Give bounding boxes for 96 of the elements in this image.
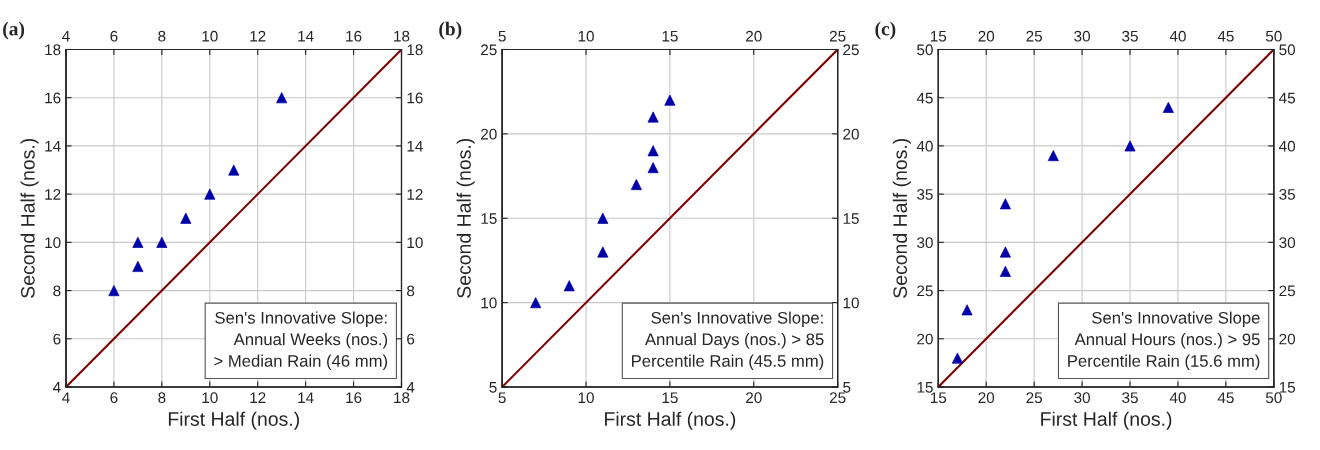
x2-tick-label: 6: [110, 30, 118, 42]
y-tick-label: 12: [45, 189, 61, 200]
y-tick-label: 40: [916, 140, 933, 152]
y2-tick-label: 15: [843, 213, 859, 224]
y2-tick-label: 30: [1279, 237, 1296, 249]
y2-tick-label: 45: [1279, 92, 1296, 104]
y2-tick-label: 12: [407, 189, 423, 200]
x2-tick-label: 40: [1169, 30, 1186, 42]
y2-tick-label: 35: [1279, 189, 1296, 200]
x2-tick-label: 15: [930, 30, 947, 42]
y2-tick-label: 18: [407, 44, 423, 56]
x-tick-label: 8: [158, 392, 166, 404]
y2-tick-label: 20: [1279, 333, 1296, 345]
x-tick-label: 10: [578, 392, 594, 404]
x2-tick-label: 12: [250, 30, 266, 42]
y-tick-label: 6: [53, 333, 61, 345]
y2-tick-label: 15: [1279, 382, 1296, 393]
y-tick-label: 20: [917, 333, 933, 345]
chart-title: (a): [3, 21, 25, 40]
x2-tick-label: 10: [578, 30, 594, 42]
x-tick-label: 16: [346, 392, 362, 404]
x2-tick-label: 4: [62, 30, 70, 42]
x-axis-title: First Half (nos.): [1041, 411, 1172, 430]
y-tick-label: 25: [917, 285, 933, 297]
x2-tick-label: 30: [1074, 30, 1090, 42]
y-tick-label: 16: [45, 92, 61, 104]
x2-tick-label: 14: [298, 30, 314, 42]
x-tick-label: 12: [250, 392, 266, 403]
x-tick-label: 18: [394, 392, 410, 404]
y2-tick-label: 14: [407, 140, 423, 152]
x-tick-label: 14: [298, 392, 314, 403]
x-axis-title: First Half (nos.): [605, 411, 736, 430]
x2-tick-label: 25: [1026, 30, 1043, 42]
x2-tick-label: 18: [394, 30, 410, 42]
x-tick-label: 20: [978, 392, 995, 404]
y2-tick-label: 40: [1279, 140, 1296, 152]
y-tick-label: 35: [917, 189, 933, 200]
y-tick-label: 4: [52, 382, 61, 393]
annotation: Sen's Innovative Slope: Annual Weeks (nos.) > Median Rain (46 mm): [214, 311, 388, 371]
y2-tick-label: 10: [407, 237, 423, 249]
x2-tick-label: 16: [346, 30, 362, 42]
y2-tick-label: 5: [843, 382, 851, 393]
x-tick-label: 35: [1122, 392, 1138, 404]
x-tick-label: 4: [62, 392, 70, 403]
y2-tick-label: 8: [407, 285, 415, 297]
chart-title: (c): [875, 21, 896, 40]
y-tick-label: 10: [481, 297, 497, 309]
x-tick-label: 5: [498, 392, 506, 404]
x2-tick-label: 20: [746, 30, 762, 42]
x2-tick-label: 45: [1217, 30, 1234, 42]
x-tick-label: 45: [1217, 392, 1234, 404]
x2-tick-label: 35: [1122, 30, 1138, 42]
y-tick-label: 25: [481, 44, 497, 56]
x-tick-label: 25: [829, 392, 846, 404]
x-axis-title: First Half (nos.): [168, 411, 299, 430]
x-tick-label: 50: [1265, 392, 1282, 404]
chart-title: (b): [439, 21, 462, 40]
y2-tick-label: 25: [1279, 285, 1296, 297]
x2-tick-label: 50: [1265, 30, 1282, 42]
x2-tick-label: 20: [978, 30, 995, 42]
y-tick-label: 18: [45, 44, 61, 56]
y2-tick-label: 25: [843, 44, 859, 56]
x-tick-label: 30: [1074, 392, 1090, 404]
y-tick-label: 5: [489, 382, 497, 393]
y-tick-label: 8: [53, 285, 61, 297]
x-tick-label: 40: [1169, 392, 1186, 404]
y-tick-label: 15: [481, 213, 497, 224]
x2-tick-label: 5: [498, 30, 506, 42]
x-tick-label: 20: [746, 392, 762, 404]
y-tick-label: 45: [916, 92, 933, 104]
x2-tick-label: 10: [202, 30, 218, 42]
y-tick-label: 30: [917, 237, 933, 249]
y2-tick-label: 16: [407, 92, 423, 104]
y-tick-label: 50: [917, 44, 933, 56]
x2-tick-label: 25: [829, 30, 846, 42]
y2-tick-label: 6: [407, 333, 415, 345]
y2-tick-label: 50: [1279, 44, 1296, 56]
y2-tick-label: 4: [406, 382, 415, 393]
x-tick-label: 10: [202, 392, 218, 404]
y2-tick-label: 10: [843, 297, 859, 309]
y-axis-title: Second Half (nos.): [20, 138, 39, 298]
y-axis-title: Second Half (nos.): [456, 138, 475, 298]
annotation: Sen's Innovative Slope Annual Hours (nos.) > 95 Percentile Rain (15.6 mm): [1068, 311, 1260, 371]
y-axis-title: Second Half (nos.): [892, 138, 911, 298]
annotation: Sen's Innovative Slope: Annual Days (nos.) > 85 Percentile Rain (45.5 mm): [632, 311, 824, 371]
x-tick-label: 25: [1026, 392, 1043, 404]
x-tick-label: 15: [662, 392, 678, 404]
x2-tick-label: 8: [158, 30, 166, 42]
y2-tick-label: 20: [843, 128, 859, 140]
y-tick-label: 15: [917, 382, 933, 393]
y-tick-label: 10: [45, 237, 61, 249]
x2-tick-label: 15: [662, 30, 678, 42]
x-tick-label: 6: [110, 392, 118, 404]
y-tick-label: 14: [45, 140, 61, 152]
x-tick-label: 15: [930, 392, 947, 404]
y-tick-label: 20: [481, 128, 497, 140]
